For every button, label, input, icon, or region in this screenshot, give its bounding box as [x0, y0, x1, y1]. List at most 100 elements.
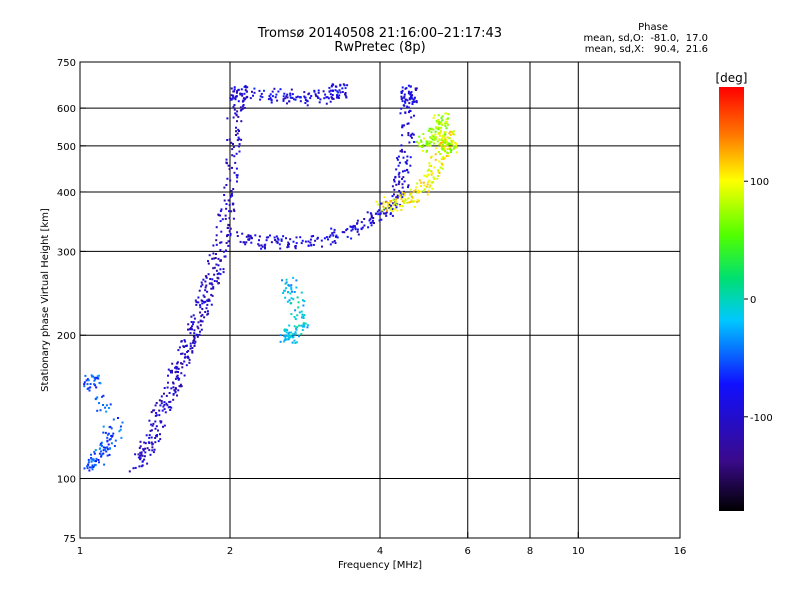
data-point — [164, 411, 167, 414]
x-tick-label: 6 — [465, 546, 471, 557]
data-point — [344, 92, 347, 94]
data-point — [206, 303, 209, 306]
data-point — [406, 169, 409, 172]
data-point — [284, 328, 287, 331]
data-point — [144, 442, 147, 445]
data-point — [232, 116, 235, 119]
data-point — [212, 286, 215, 289]
data-point — [417, 189, 420, 192]
data-point — [385, 207, 388, 210]
data-point — [110, 442, 113, 445]
data-point — [410, 136, 413, 139]
data-point — [415, 87, 418, 90]
data-point — [240, 88, 243, 91]
data-point — [161, 409, 164, 412]
data-point — [318, 101, 321, 104]
data-point — [441, 115, 444, 118]
data-point — [326, 96, 329, 99]
data-point — [151, 424, 154, 427]
data-point — [333, 240, 336, 242]
data-point — [232, 95, 235, 98]
data-point — [213, 266, 216, 269]
data-point — [290, 313, 293, 316]
data-point — [205, 307, 208, 310]
data-point — [294, 331, 297, 334]
data-point — [140, 453, 143, 456]
data-point — [201, 302, 204, 305]
data-point — [418, 135, 421, 138]
data-point — [176, 361, 179, 364]
data-point — [449, 130, 452, 133]
data-point — [91, 466, 94, 468]
data-point — [400, 95, 403, 98]
data-point — [185, 364, 188, 367]
data-point — [153, 448, 156, 451]
data-point — [399, 195, 402, 198]
data-point — [215, 226, 218, 229]
data-point — [451, 130, 454, 133]
data-point — [200, 285, 203, 288]
data-point — [177, 377, 179, 380]
data-point — [192, 314, 195, 317]
data-point — [96, 396, 99, 399]
data-point — [236, 235, 239, 237]
data-point — [455, 142, 458, 145]
data-point — [335, 234, 338, 237]
data-point — [93, 450, 96, 453]
data-point — [225, 158, 228, 161]
data-point — [327, 97, 330, 100]
data-point — [345, 229, 348, 232]
data-point — [390, 200, 392, 202]
data-point — [434, 147, 437, 150]
data-point — [284, 282, 287, 285]
data-point — [167, 381, 169, 384]
data-point — [181, 366, 184, 369]
data-point — [443, 139, 446, 142]
data-point — [197, 321, 200, 324]
data-point — [312, 235, 315, 237]
data-point — [220, 230, 223, 233]
data-point — [291, 93, 294, 96]
data-point — [141, 460, 144, 463]
data-point — [91, 468, 94, 471]
data-point — [425, 175, 428, 178]
data-point — [290, 297, 293, 300]
data-point — [451, 143, 454, 146]
data-point — [134, 453, 137, 456]
data-point — [423, 188, 426, 191]
data-point — [406, 155, 409, 158]
data-point — [440, 139, 443, 142]
data-point — [236, 120, 238, 123]
data-point — [433, 178, 436, 180]
data-point — [395, 198, 398, 201]
data-point — [445, 140, 448, 142]
x-tick-labels: 1 2 4 6 8 10 16 — [77, 532, 686, 557]
data-point — [432, 176, 435, 179]
data-point — [400, 209, 403, 211]
data-point — [293, 339, 296, 342]
data-point — [165, 402, 168, 405]
data-point — [295, 328, 298, 331]
data-point — [292, 276, 295, 279]
data-point — [404, 100, 406, 103]
data-point — [94, 464, 97, 467]
data-point — [173, 389, 176, 392]
data-point — [227, 240, 230, 243]
data-point — [407, 197, 410, 200]
colorbar-tick-label: 0 — [750, 295, 756, 306]
data-point — [234, 98, 237, 101]
data-point — [231, 166, 233, 169]
data-point — [220, 208, 223, 211]
data-point — [302, 322, 305, 325]
data-point — [441, 163, 444, 166]
data-point — [419, 190, 422, 193]
data-point — [245, 90, 248, 93]
data-point — [233, 171, 236, 174]
data-point — [197, 296, 200, 299]
data-point — [300, 242, 303, 245]
data-point — [370, 221, 373, 224]
data-point — [201, 308, 204, 310]
data-point — [302, 315, 305, 318]
chart-subtitle: RwPretec (8p) — [334, 40, 426, 55]
data-point — [204, 289, 207, 292]
